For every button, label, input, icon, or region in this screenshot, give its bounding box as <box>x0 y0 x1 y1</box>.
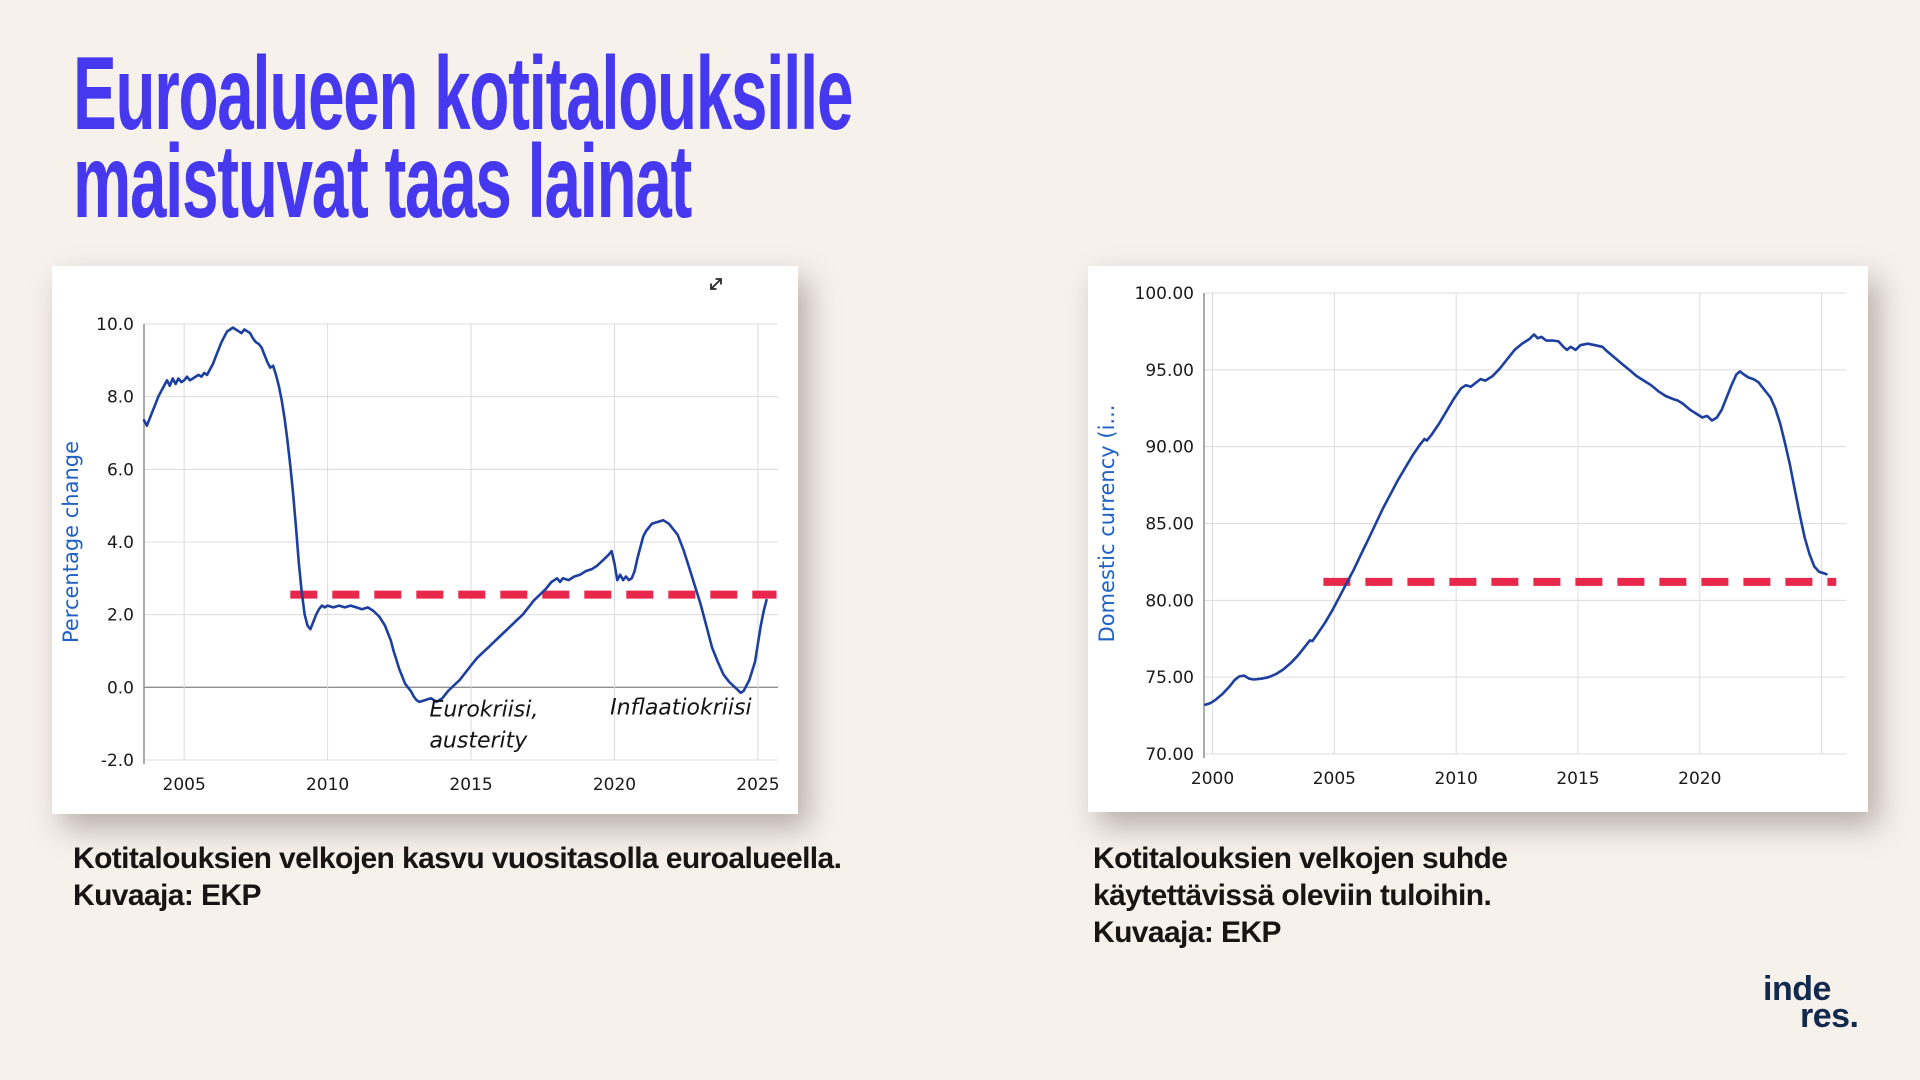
y-tick-label: 85.00 <box>1145 515 1194 535</box>
page-title-line2: maistuvat taas lainat <box>73 124 692 240</box>
caption-line: käytettävissä oleviin tuloihin. <box>1093 879 1492 912</box>
logo-line2: res. <box>1800 997 1859 1035</box>
chart-panel-debt-to-income: 100.00 95.00 90.00 85.00 80.00 75.00 70.00 2000… <box>1088 266 1868 812</box>
x-tick-label: 2010 <box>306 775 349 795</box>
series-line <box>1203 333 1828 707</box>
logo-line1: inde <box>1763 970 1831 1008</box>
series-line <box>142 326 768 704</box>
x-tick-label: 2005 <box>163 775 206 795</box>
x-tick-label: 2000 <box>1191 769 1234 789</box>
x-tick-label: 2010 <box>1435 769 1478 789</box>
y-tick-label: 90.00 <box>1145 438 1194 458</box>
caption-loan-growth: Kotitalouksien velkojen kasvu vuositasol… <box>73 840 842 914</box>
x-tick-label: 2005 <box>1313 769 1356 789</box>
chart-annotation: austerity <box>429 728 528 753</box>
x-tick-label: 2020 <box>593 775 636 795</box>
y-tick-label: 80.00 <box>1145 591 1194 611</box>
page-title: Euroalueen kotitalouksille maistuvat taa… <box>73 36 853 240</box>
y-tick-label: 0.0 <box>107 678 134 698</box>
inderes-logo: inde res. <box>1763 970 1859 1035</box>
chart-annotation: Inflaatiokriisi <box>610 696 751 721</box>
y-tick-label: 4.0 <box>107 533 134 553</box>
x-tick-label: 2015 <box>1556 769 1599 789</box>
debt-to-income-chart[interactable]: 100.00 95.00 90.00 85.00 80.00 75.00 70.00 2000… <box>1088 266 1868 812</box>
x-tick-label: 2015 <box>449 775 492 795</box>
y-tick-label: 100.00 <box>1135 284 1194 304</box>
x-tick-label: 2020 <box>1678 769 1721 789</box>
y-tick-label: 70.00 <box>1145 745 1194 765</box>
page-title-line1: Euroalueen kotitalouksille <box>73 36 853 152</box>
caption-debt-to-income: Kotitalouksien velkojen suhde käytettävi… <box>1093 840 1508 951</box>
loan-growth-chart[interactable]: 10.0 8.0 6.0 4.0 2.0 0.0 -2.0 2005 2010 2015 2020 2… <box>52 266 798 814</box>
chart-panel-loan-growth: 10.0 8.0 6.0 4.0 2.0 0.0 -2.0 2005 2010 2015 2020 2… <box>52 266 798 814</box>
y-tick-label: 10.0 <box>96 315 134 335</box>
y-tick-label: 2.0 <box>107 606 134 626</box>
y-axis-label: Domestic currency (i... <box>1095 405 1119 643</box>
y-tick-label: 8.0 <box>107 388 134 408</box>
caption-line: Kotitalouksien velkojen suhde <box>1093 842 1508 875</box>
y-axis-label: Percentage change <box>59 441 83 643</box>
chart-annotation: Eurokriisi, <box>429 697 538 722</box>
caption-line: Kotitalouksien velkojen kasvu vuositasol… <box>73 842 842 875</box>
caption-source: Kuvaaja: EKP <box>73 879 261 912</box>
x-tick-label: 2025 <box>736 775 779 795</box>
caption-source: Kuvaaja: EKP <box>1093 916 1281 949</box>
y-tick-label: -2.0 <box>101 751 134 771</box>
y-tick-label: 6.0 <box>107 460 134 480</box>
expand-icon[interactable] <box>704 272 728 296</box>
y-tick-label: 95.00 <box>1145 361 1194 381</box>
y-tick-label: 75.00 <box>1145 668 1194 688</box>
